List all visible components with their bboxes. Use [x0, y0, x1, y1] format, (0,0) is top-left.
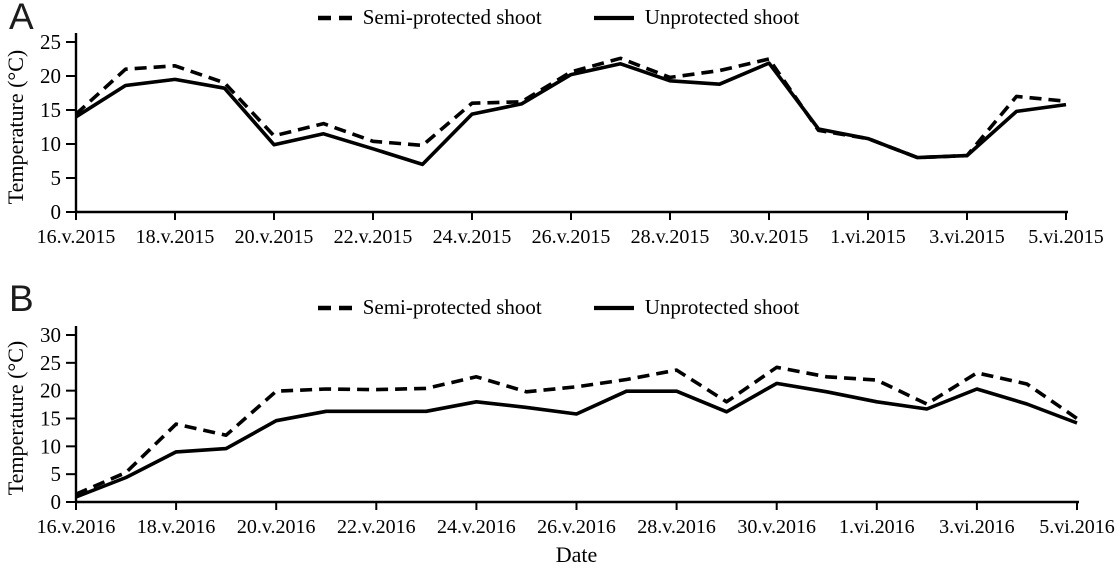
x-tick-label: 28.v.2016 [637, 516, 716, 538]
legend-label-semi-protected: Semi-protected shoot [362, 5, 542, 29]
legend-item-unprotected: Unprotected shoot [593, 295, 800, 319]
x-tick-label: 22.v.2015 [334, 226, 413, 248]
solid-line-swatch [593, 305, 634, 310]
y-tick-label: 5 [51, 166, 62, 190]
dashed-line-swatch [317, 305, 352, 310]
x-tick-label: 22.v.2016 [337, 516, 416, 538]
unprotected-shoot-line [75, 61, 1067, 167]
panel-a-plot: 0 5 10 15 20 25 16.v.2015 18.v.2015 20.v.2015 22.… [37, 30, 1104, 248]
y-tick-label: 5 [51, 462, 62, 486]
y-tick-label: 10 [40, 132, 61, 156]
x-tick-label: 16.v.2016 [37, 516, 116, 538]
legend-item-unprotected: Unprotected shoot [593, 5, 800, 29]
legend-item-semi-protected: Semi-protected shoot [317, 295, 542, 319]
y-tick-label: 0 [51, 490, 62, 514]
x-tick-label: 5.vi.2016 [1039, 516, 1115, 538]
x-axis-title: Date [555, 542, 598, 567]
y-tick-label: 25 [40, 30, 61, 54]
panel-b-plot: 0 5 10 15 20 25 30 16.v.2016 18.v.2016 20.v.2016 2… [37, 323, 1115, 538]
panel-b-label: B [9, 278, 34, 319]
y-tick-label: 25 [40, 351, 61, 375]
x-tick-label: 26.v.2016 [537, 516, 616, 538]
x-tick-label: 18.v.2015 [136, 226, 215, 248]
dashed-line-swatch [317, 15, 352, 20]
x-tick-label: 3.vi.2016 [939, 516, 1015, 538]
legend-label-unprotected: Unprotected shoot [644, 295, 800, 319]
x-tick-label: 24.v.2015 [433, 226, 512, 248]
y-tick-label: 20 [40, 379, 61, 403]
panel-a-label: A [9, 0, 34, 37]
y-tick-label: 15 [40, 407, 61, 431]
x-tick-label: 26.v.2015 [532, 226, 611, 248]
y-tick-label: 10 [40, 434, 61, 458]
x-tick-label: 24.v.2016 [437, 516, 516, 538]
x-tick-label: 20.v.2015 [235, 226, 314, 248]
x-tick-label: 30.v.2016 [737, 516, 816, 538]
x-tick-label: 20.v.2016 [237, 516, 316, 538]
legend-label-unprotected: Unprotected shoot [644, 5, 800, 29]
solid-line-swatch [593, 15, 634, 20]
x-tick-label: 1.vi.2015 [830, 226, 906, 248]
semi-protected-shoot-line [74, 56, 1067, 160]
x-tick-label: 1.vi.2016 [839, 516, 915, 538]
panel-b-legend: Semi-protected shoot Unprotected shoot [0, 295, 1117, 319]
y-tick-label: 0 [51, 200, 62, 224]
legend-label-semi-protected: Semi-protected shoot [362, 295, 542, 319]
semi-protected-shoot-line [75, 365, 1079, 496]
x-tick-label: 18.v.2016 [137, 516, 216, 538]
y-tick-label: 15 [40, 98, 61, 122]
x-tick-label: 30.v.2015 [730, 226, 809, 248]
y-tick-label: 30 [40, 323, 61, 347]
y-tick-label: 20 [40, 64, 61, 88]
panel-a-legend: Semi-protected shoot Unprotected shoot [0, 5, 1117, 29]
x-tick-label: 16.v.2015 [37, 226, 116, 248]
legend-item-semi-protected: Semi-protected shoot [317, 5, 542, 29]
x-tick-label: 5.vi.2015 [1028, 226, 1104, 248]
x-tick-label: 28.v.2015 [631, 226, 710, 248]
unprotected-shoot-line [75, 381, 1078, 499]
x-tick-label: 3.vi.2015 [929, 226, 1005, 248]
